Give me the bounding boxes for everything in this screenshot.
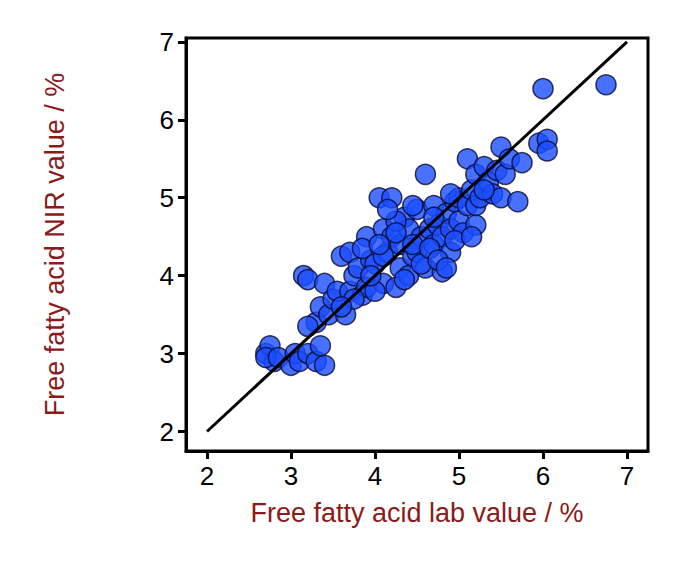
svg-text:3: 3 [284, 461, 298, 491]
svg-text:6: 6 [536, 461, 550, 491]
svg-text:3: 3 [160, 339, 174, 369]
svg-text:Free fatty acid lab value / %: Free fatty acid lab value / % [250, 498, 583, 528]
svg-text:7: 7 [160, 27, 174, 57]
svg-text:4: 4 [160, 261, 174, 291]
svg-text:5: 5 [160, 183, 174, 213]
svg-text:4: 4 [368, 461, 382, 491]
svg-text:7: 7 [620, 461, 634, 491]
svg-text:5: 5 [452, 461, 466, 491]
svg-text:6: 6 [160, 105, 174, 135]
svg-text:2: 2 [200, 461, 214, 491]
svg-text:Free fatty acid NIR value / %: Free fatty acid NIR value / % [40, 73, 70, 417]
svg-text:2: 2 [160, 417, 174, 447]
